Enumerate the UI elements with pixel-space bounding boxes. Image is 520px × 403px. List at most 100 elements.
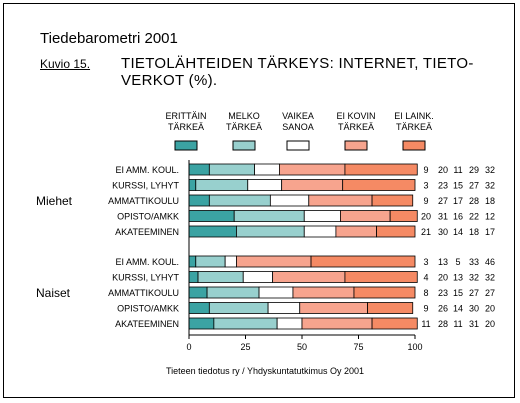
legend-label-2-line-2: TÄRKEÄ [226, 122, 262, 132]
legend-swatch-1 [174, 140, 198, 151]
data-label-1-5-4: 18 [469, 227, 479, 237]
row-label-1-5: AKATEEMINEN [115, 227, 179, 237]
bar-segment-1-4-4 [340, 210, 391, 222]
figure-label: Kuvio 15. [40, 57, 91, 71]
chart-source: Tieteen tiedotus ry / Yhdyskuntatutkimus… [166, 366, 364, 376]
data-label-1-5-2: 30 [438, 227, 448, 237]
legend-label-3-line-1: VAIKEA [282, 111, 314, 121]
data-label-1-5-1: 21 [421, 227, 431, 237]
bar-segment-2-5-5 [371, 317, 418, 330]
data-label-2-4-1: 9 [423, 304, 428, 314]
data-label-2-2-3: 13 [453, 273, 463, 283]
legend-label-5-line-2: TÄRKEÄ [396, 122, 432, 132]
data-label-1-4-2: 31 [438, 212, 448, 222]
data-label-1-4-4: 22 [469, 212, 479, 222]
bar-segment-1-1-2 [208, 163, 255, 176]
bar-segment-1-3-2 [208, 194, 271, 207]
row-label-1-2: KURSSI, LYHYT [112, 181, 179, 191]
row-label-2-5: AKATEEMINEN [115, 319, 179, 329]
bar-segment-2-1-2 [195, 255, 226, 268]
data-label-2-5-5: 20 [485, 319, 495, 329]
data-label-2-3-5: 27 [485, 288, 495, 298]
data-label-2-2-1: 4 [423, 273, 428, 283]
bar-segment-2-1-5 [310, 255, 416, 268]
bar-segment-2-5-2 [213, 317, 278, 330]
data-label-1-3-3: 17 [453, 196, 463, 206]
legend-label-1-line-2: TÄRKEÄ [168, 122, 204, 132]
bar-segment-1-2-2 [195, 179, 249, 191]
data-label-1-1-2: 20 [438, 165, 448, 175]
bar-segment-2-5-1 [188, 317, 215, 330]
bar-segment-1-3-3 [269, 194, 310, 207]
bar-segment-2-3-5 [353, 286, 416, 299]
row-label-2-4: OPISTO/AMKK [117, 304, 179, 314]
data-label-1-3-4: 28 [469, 196, 479, 206]
x-tick-label-2: 25 [240, 342, 250, 352]
chart-subtitle-line-1: TIETOLÄHTEIDEN TÄRKEYS: INTERNET, TIETO- [121, 55, 474, 72]
bar-segment-1-1-5 [344, 163, 418, 176]
data-label-2-4-3: 14 [453, 304, 463, 314]
bar-segment-2-2-2 [197, 271, 244, 283]
group-label-1: Miehet [36, 194, 73, 208]
bar-segment-1-5-5 [376, 225, 416, 238]
data-label-2-5-3: 11 [453, 319, 462, 329]
bar-segment-1-2-1 [188, 179, 197, 191]
bar-segment-1-5-1 [188, 225, 237, 238]
data-label-1-1-3: 11 [453, 165, 462, 175]
data-label-2-3-3: 15 [453, 288, 463, 298]
bar-segment-1-4-5 [389, 210, 418, 222]
data-label-2-4-5: 20 [485, 304, 495, 314]
legend-label-2-line-1: MELKO [228, 111, 260, 121]
bar-segment-2-4-1 [188, 302, 210, 314]
bar-segment-1-3-1 [188, 194, 210, 207]
bar-segment-2-1-3 [224, 255, 237, 268]
bar-segment-1-2-3 [247, 179, 283, 191]
legend-label-4-line-1: EI KOVIN [336, 111, 375, 121]
row-label-1-4: OPISTO/AMKK [117, 212, 179, 222]
bar-segment-1-5-2 [236, 225, 305, 238]
bar-segment-1-4-3 [303, 210, 341, 222]
bar-segment-1-1-3 [254, 163, 280, 176]
data-label-1-3-1: 9 [423, 196, 428, 206]
chart-subtitle-line-2: VERKOT (%). [121, 72, 218, 89]
data-label-2-3-2: 23 [438, 288, 448, 298]
bar-segment-2-4-3 [267, 302, 301, 314]
data-label-2-5-2: 28 [438, 319, 448, 329]
bar-segment-1-4-2 [233, 210, 305, 222]
x-tick-label-5: 100 [407, 342, 422, 352]
data-label-2-1-5: 46 [485, 257, 495, 267]
data-label-2-2-2: 20 [438, 273, 448, 283]
data-label-1-2-1: 3 [423, 181, 428, 191]
bar-segment-2-3-3 [258, 286, 294, 299]
x-tick-label-3: 50 [297, 342, 307, 352]
data-label-1-2-4: 27 [469, 181, 479, 191]
data-label-1-1-5: 32 [485, 165, 495, 175]
bar-segment-1-2-5 [342, 179, 416, 191]
legend-swatch-4 [344, 140, 368, 151]
row-label-2-2: KURSSI, LYHYT [112, 273, 179, 283]
row-label-1-3: AMMATTIKOULU [108, 196, 179, 206]
x-tick-label-1: 0 [186, 342, 191, 352]
bar-segment-1-3-4 [308, 194, 373, 207]
data-label-2-3-1: 8 [423, 288, 428, 298]
data-label-2-1-3: 5 [455, 257, 460, 267]
bar-segment-2-2-4 [272, 271, 346, 283]
bar-segment-2-5-4 [301, 317, 373, 330]
bar-segment-1-5-4 [335, 225, 377, 238]
bar-segment-1-1-4 [278, 163, 346, 176]
legend-swatch-3 [286, 140, 310, 151]
bar-segment-2-3-4 [292, 286, 355, 299]
bar-segment-2-2-5 [344, 271, 418, 283]
data-label-1-3-5: 18 [485, 196, 495, 206]
legend-label-4-line-2: TÄRKEÄ [338, 122, 374, 132]
data-label-2-2-5: 32 [485, 273, 495, 283]
data-label-2-1-1: 3 [423, 257, 428, 267]
data-label-1-2-3: 15 [453, 181, 463, 191]
legend-swatch-2 [232, 140, 256, 151]
x-tick-label-4: 75 [353, 342, 363, 352]
bar-segment-2-4-5 [367, 302, 414, 314]
bar-segment-2-2-1 [188, 271, 199, 283]
data-label-2-3-4: 27 [469, 288, 479, 298]
bar-segment-2-1-4 [236, 255, 312, 268]
